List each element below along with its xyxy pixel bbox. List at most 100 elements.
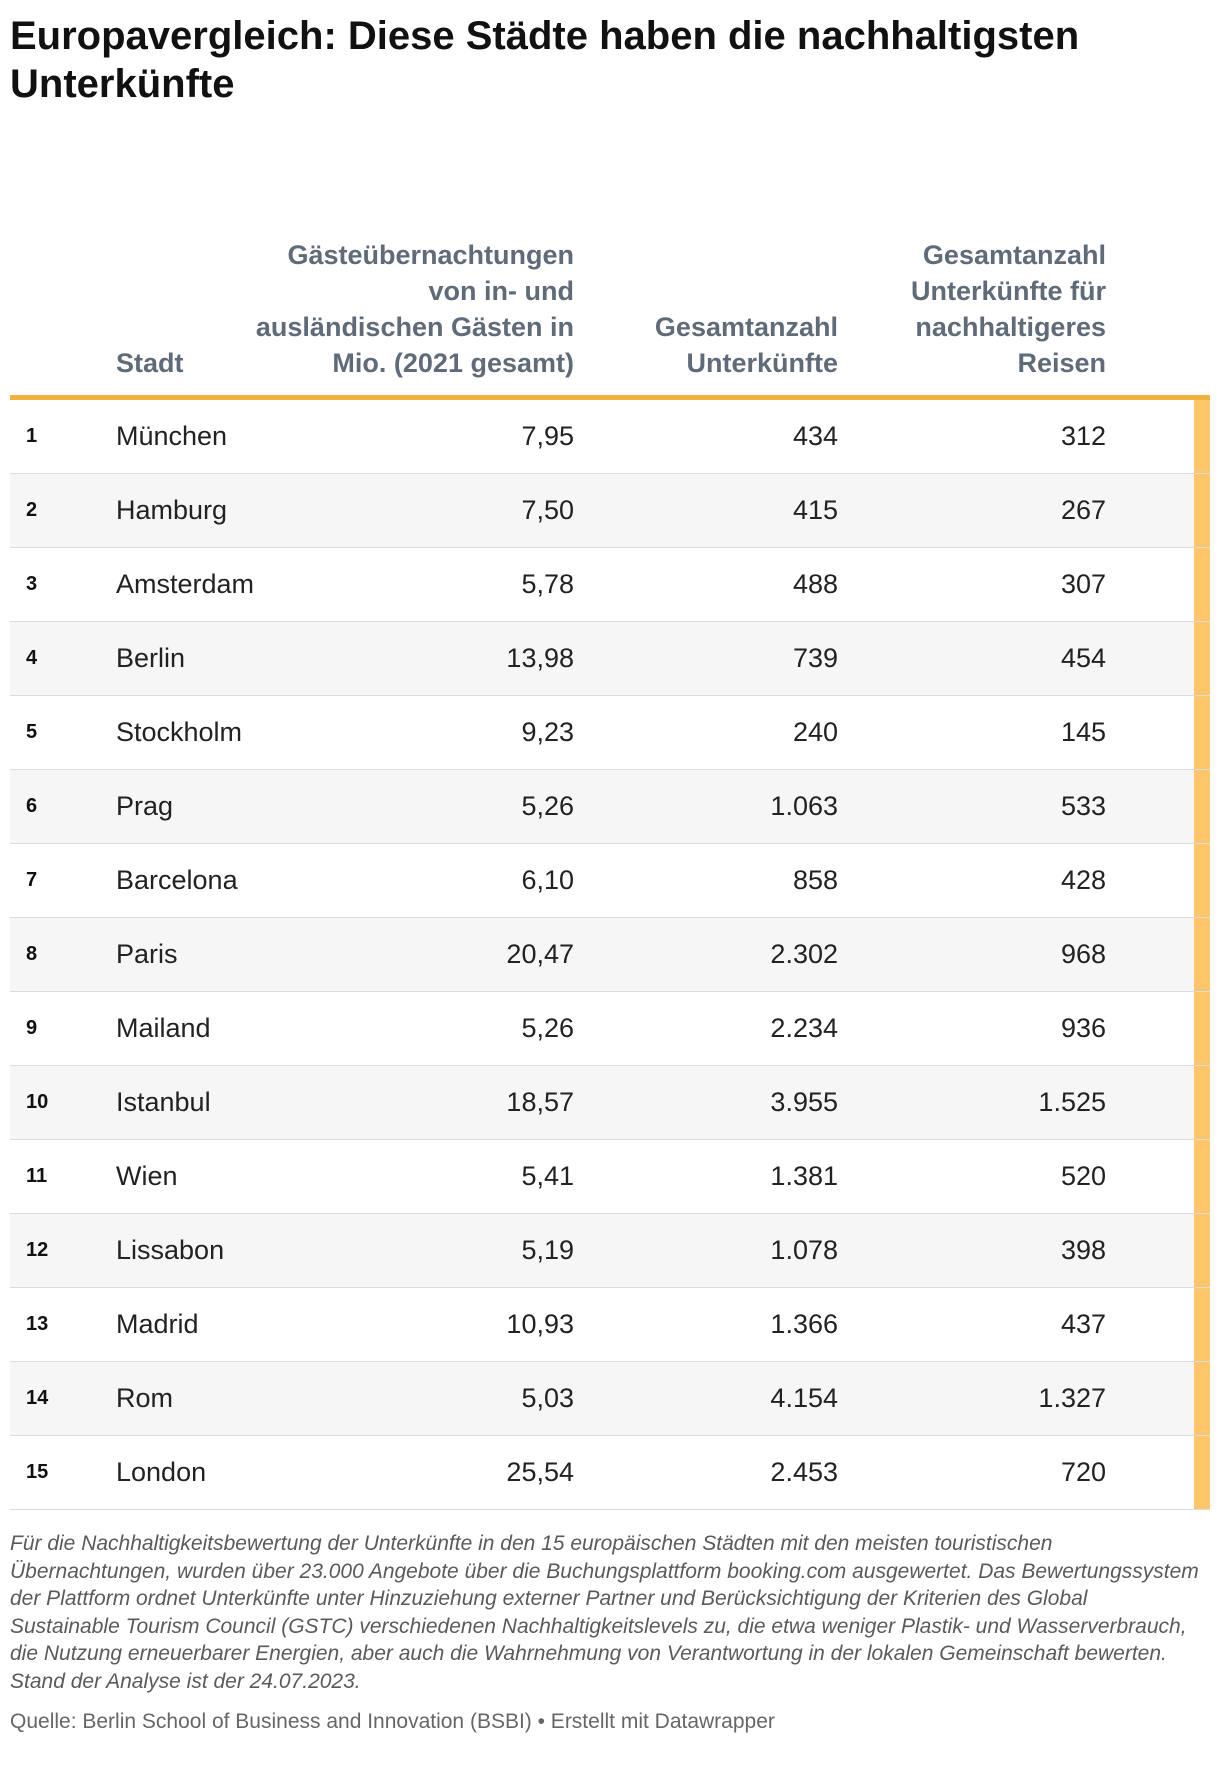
table-header: Stadt Gästeübernachtungen von in- und au… [10,190,1210,400]
table-row: 7 Barcelona 6,10 858 428 [10,844,1210,918]
table-row: 13 Madrid 10,93 1.366 437 [10,1288,1210,1362]
row-accent-bar [1194,844,1210,917]
row-rank: 15 [26,1461,49,1483]
row-total-accommodations: 739 [792,643,838,673]
column-header-sustainable-accommodations[interactable]: Gesamtanzahl Unterkünfte für nachhaltige… [911,240,1106,378]
data-table: Stadt Gästeübernachtungen von in- und au… [10,190,1210,1510]
row-sustainable-accommodations: 720 [1060,1457,1106,1487]
row-overnight-stays: 5,26 [521,1013,574,1043]
row-overnight-stays: 5,26 [521,791,574,821]
row-total-accommodations: 240 [792,717,838,747]
row-rank: 9 [26,1017,38,1039]
row-sustainable-accommodations: 1.525 [1038,1087,1106,1117]
row-accent-bar [1194,1436,1210,1509]
row-accent-bar [1194,622,1210,695]
row-accent-bar [1194,400,1210,473]
row-total-accommodations: 4.154 [770,1383,838,1413]
row-total-accommodations: 1.078 [770,1235,838,1265]
row-rank: 1 [26,425,38,447]
row-sustainable-accommodations: 267 [1060,495,1106,525]
row-sustainable-accommodations: 428 [1060,865,1106,895]
table-row: 2 Hamburg 7,50 415 267 [10,474,1210,548]
row-overnight-stays: 5,41 [521,1161,574,1191]
row-accent-bar [1194,770,1210,843]
row-total-accommodations: 3.955 [770,1087,838,1117]
row-overnight-stays: 9,23 [521,717,574,747]
row-city: Stockholm [116,717,243,747]
row-city: Mailand [116,1013,211,1043]
row-sustainable-accommodations: 533 [1060,791,1106,821]
table-row: 8 Paris 20,47 2.302 968 [10,918,1210,992]
row-total-accommodations: 415 [792,495,838,525]
row-city: Istanbul [116,1087,211,1117]
table-row: 1 München 7,95 434 312 [10,400,1210,474]
row-total-accommodations: 1.366 [770,1309,838,1339]
row-sustainable-accommodations: 454 [1060,643,1106,673]
row-total-accommodations: 488 [792,569,838,599]
row-rank: 2 [26,499,38,521]
row-city: Paris [116,939,178,969]
row-rank: 3 [26,573,38,595]
row-accent-bar [1194,992,1210,1065]
table-row: 6 Prag 5,26 1.063 533 [10,770,1210,844]
row-overnight-stays: 13,98 [506,643,574,673]
row-overnight-stays: 5,03 [521,1383,574,1413]
row-overnight-stays: 25,54 [506,1457,574,1487]
row-sustainable-accommodations: 936 [1060,1013,1106,1043]
table-body: 1 München 7,95 434 312 2 Hamburg 7,50 415 267 3 Ams… [10,400,1210,1510]
row-overnight-stays: 10,93 [506,1309,574,1339]
row-city: Madrid [116,1309,199,1339]
row-city: Prag [116,791,174,821]
table-row: 12 Lissabon 5,19 1.078 398 [10,1214,1210,1288]
row-accent-bar [1194,1066,1210,1139]
row-overnight-stays: 5,78 [521,569,574,599]
row-rank: 7 [26,869,38,891]
row-sustainable-accommodations: 520 [1060,1161,1106,1191]
chart-note: Für die Nachhaltigkeitsbewertung der Unt… [10,1532,1199,1693]
column-header-city[interactable]: Stadt [116,348,184,378]
table-row: 10 Istanbul 18,57 3.955 1.525 [10,1066,1210,1140]
row-sustainable-accommodations: 437 [1060,1309,1106,1339]
row-accent-bar [1194,1140,1210,1213]
row-city: Barcelona [116,865,238,895]
row-city: München [116,421,228,451]
row-rank: 10 [26,1091,49,1113]
row-city: Berlin [116,643,186,673]
row-overnight-stays: 7,50 [521,495,574,525]
row-accent-bar [1194,918,1210,991]
row-rank: 14 [26,1387,49,1409]
row-city: Amsterdam [116,569,255,599]
row-total-accommodations: 858 [792,865,838,895]
row-overnight-stays: 18,57 [506,1087,574,1117]
row-total-accommodations: 434 [792,421,838,451]
row-overnight-stays: 5,19 [521,1235,574,1265]
row-accent-bar [1194,696,1210,769]
row-rank: 13 [26,1313,49,1335]
row-city: London [116,1457,207,1487]
column-header-total-accommodations[interactable]: Gesamtanzahl Unterkünfte [654,312,838,378]
row-sustainable-accommodations: 145 [1060,717,1106,747]
row-total-accommodations: 2.453 [770,1457,838,1487]
row-rank: 12 [26,1239,49,1261]
row-sustainable-accommodations: 968 [1060,939,1106,969]
chart-source: Quelle: Berlin School of Business and In… [10,1710,775,1733]
row-rank: 5 [26,721,38,743]
row-rank: 6 [26,795,38,817]
row-total-accommodations: 2.302 [770,939,838,969]
row-overnight-stays: 6,10 [521,865,574,895]
column-header-overnight-stays[interactable]: Gästeübernachtungen von in- und ausländi… [255,240,574,378]
row-sustainable-accommodations: 398 [1060,1235,1106,1265]
row-sustainable-accommodations: 307 [1060,569,1106,599]
row-rank: 4 [26,647,38,669]
table-row: 4 Berlin 13,98 739 454 [10,622,1210,696]
row-rank: 11 [26,1165,48,1187]
table-row: 9 Mailand 5,26 2.234 936 [10,992,1210,1066]
row-total-accommodations: 1.381 [770,1161,838,1191]
table-row: 15 London 25,54 2.453 720 [10,1436,1210,1510]
row-sustainable-accommodations: 1.327 [1038,1383,1106,1413]
row-city: Rom [116,1383,174,1413]
row-accent-bar [1194,1288,1210,1361]
row-city: Lissabon [116,1235,225,1265]
row-city: Hamburg [116,495,228,525]
row-city: Wien [116,1161,178,1191]
